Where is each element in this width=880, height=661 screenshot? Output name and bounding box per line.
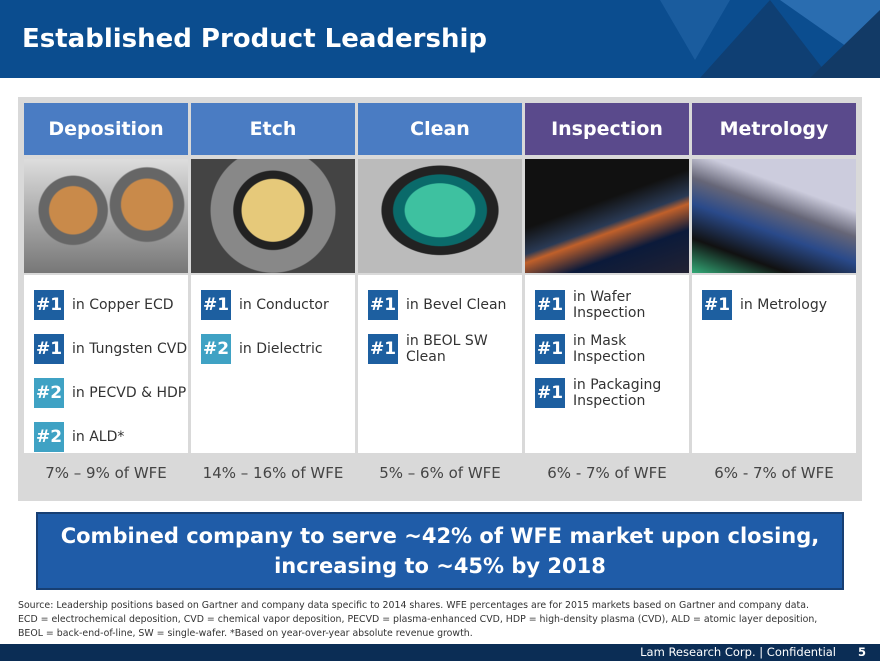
footer: Lam Research Corp. | Confidential 5	[0, 644, 880, 661]
rank-text-line: in Metrology	[740, 297, 828, 313]
rank-text: in Bevel Clean	[406, 297, 506, 313]
product-image	[191, 159, 355, 273]
rank-text-line: in Wafer	[573, 289, 632, 305]
ranking-row: #1 in Mask Inspection	[525, 327, 689, 371]
product-image	[24, 159, 188, 273]
rank-text-line: Inspection	[573, 349, 646, 365]
ranking-row: #2 in ALD*	[24, 415, 188, 459]
rank-badge: #2	[201, 334, 231, 364]
rankings: #1 in Wafer Inspection #1 in Mask Inspection #…	[525, 275, 689, 453]
rank-text-line: in Dielectric	[239, 341, 323, 357]
ranking-row: #2 in PECVD & HDP	[24, 371, 188, 415]
ranking-row: #2 in Dielectric	[191, 327, 355, 371]
rankings: #1 in Conductor #2 in Dielectric	[191, 275, 355, 453]
rank-text: in Conductor	[239, 297, 329, 313]
ranking-row: #1 in Packaging Inspection	[525, 371, 689, 415]
rank-badge: #2	[34, 378, 64, 408]
ranking-row: #1 in Wafer Inspection	[525, 283, 689, 327]
column-header: Clean	[358, 103, 522, 155]
column: Inspection #1 in Wafer Inspection #1 in Mask I…	[525, 103, 689, 495]
rank-badge: #1	[34, 334, 64, 364]
ranking-row: #1 in Bevel Clean	[358, 283, 522, 327]
rank-badge: #1	[535, 378, 565, 408]
column-header: Etch	[191, 103, 355, 155]
rank-text-line: in Tungsten CVD	[72, 341, 188, 357]
rank-text: in PECVD & HDP	[72, 385, 186, 401]
banner-line: Combined company to serve ~42% of WFE ma…	[60, 524, 820, 548]
source-line: BEOL = back-end-of-line, SW = single-waf…	[18, 628, 473, 639]
rank-text-line: in Packaging	[573, 377, 662, 393]
rank-text: in Metrology	[740, 297, 827, 313]
rankings: #1 in Copper ECD #1 in Tungsten CVD #2 in PEC…	[24, 275, 188, 453]
rank-badge: #1	[201, 290, 231, 320]
product-image	[692, 159, 856, 273]
rank-badge: #1	[34, 290, 64, 320]
rank-text-line: in BEOL SW	[406, 333, 488, 349]
ranking-row: #1 in Copper ECD	[24, 283, 188, 327]
wfe-share: 5% – 6% of WFE	[379, 464, 501, 482]
source-line: Source: Leadership positions based on Ga…	[18, 600, 809, 611]
rank-badge: #2	[34, 422, 64, 452]
rank-text-line: in Mask	[573, 333, 627, 349]
source-note: Source: Leadership positions based on Ga…	[18, 599, 817, 641]
rank-text-line: Inspection	[573, 393, 646, 409]
rank-badge: #1	[702, 290, 732, 320]
source-line: ECD = electrochemical deposition, CVD = …	[18, 614, 818, 625]
ranking-row: #1 in BEOL SW Clean	[358, 327, 522, 371]
rank-text: in Copper ECD	[72, 297, 174, 313]
product-image	[525, 159, 689, 273]
rank-text: in BEOL SW Clean	[406, 333, 488, 365]
column: Etch #1 in Conductor #2 in Dielectric 14% – 1…	[191, 103, 355, 495]
page-number: 5	[857, 645, 866, 659]
wfe-share: 6% - 7% of WFE	[547, 464, 667, 482]
ranking-row: #1 in Conductor	[191, 283, 355, 327]
wfe-share: 6% - 7% of WFE	[714, 464, 834, 482]
rank-badge: #1	[368, 290, 398, 320]
rank-text-line: in Bevel Clean	[406, 297, 507, 313]
column-header: Deposition	[24, 103, 188, 155]
title-bar: Established Product Leadership	[0, 0, 880, 78]
rank-text-line: in ALD*	[72, 429, 125, 445]
banner-line: increasing to ~45% by 2018	[274, 554, 606, 578]
ranking-row: #1 in Tungsten CVD	[24, 327, 188, 371]
rank-text-line: Inspection	[573, 305, 646, 321]
rank-badge: #1	[368, 334, 398, 364]
rankings: #1 in Bevel Clean #1 in BEOL SW Clean	[358, 275, 522, 453]
rank-badge: #1	[535, 334, 565, 364]
rank-text: in ALD*	[72, 429, 124, 445]
rank-text: in Wafer Inspection	[573, 289, 645, 321]
rank-text-line: Clean	[406, 349, 446, 365]
rank-text: in Mask Inspection	[573, 333, 645, 365]
slide-title: Established Product Leadership	[22, 24, 488, 54]
column: Deposition #1 in Copper ECD #1 in Tungsten C…	[24, 103, 188, 495]
column-header: Metrology	[692, 103, 856, 155]
rank-text-line: in Copper ECD	[72, 297, 174, 313]
rank-badge: #1	[535, 290, 565, 320]
footer-text: Lam Research Corp. | Confidential	[640, 645, 836, 659]
wfe-share: 14% – 16% of WFE	[202, 464, 344, 482]
decoration	[660, 0, 880, 78]
rank-text: in Tungsten CVD	[72, 341, 187, 357]
rankings: #1 in Metrology	[692, 275, 856, 453]
product-image	[358, 159, 522, 273]
rank-text-line: in PECVD & HDP	[72, 385, 187, 401]
rank-text: in Packaging Inspection	[573, 377, 661, 409]
ranking-row: #1 in Metrology	[692, 283, 856, 327]
wfe-share: 7% – 9% of WFE	[45, 464, 167, 482]
rank-text: in Dielectric	[239, 341, 323, 357]
leadership-table: Deposition #1 in Copper ECD #1 in Tungsten C…	[18, 97, 862, 501]
column: Metrology #1 in Metrology 6% - 7% of WFE	[692, 103, 856, 495]
banner: Combined company to serve ~42% of WFE ma…	[36, 512, 844, 590]
rank-text-line: in Conductor	[239, 297, 329, 313]
column-header: Inspection	[525, 103, 689, 155]
column: Clean #1 in Bevel Clean #1 in BEOL SW Clean 5%…	[358, 103, 522, 495]
